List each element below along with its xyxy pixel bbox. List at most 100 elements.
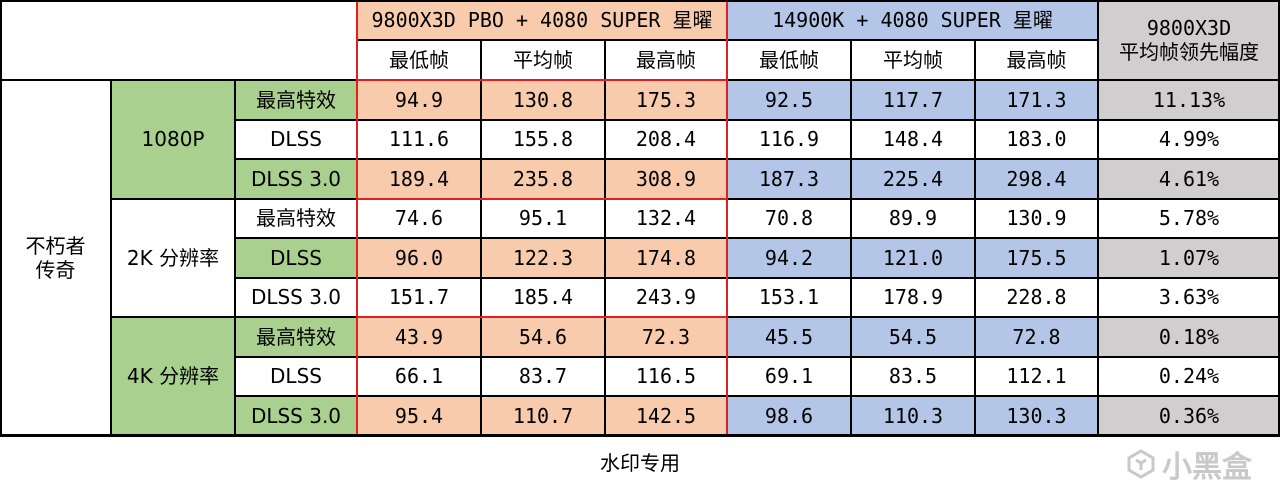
value-2-1-4: 70.8: [727, 198, 851, 238]
lead-header-text: 9800X3D 平均帧领先幅度: [1119, 16, 1259, 64]
value-3-1-2: 54.6: [481, 317, 605, 357]
value-2-3-3-text: 243.9: [635, 285, 697, 310]
value-1-3-4-text: 187.3: [758, 166, 820, 191]
lead-1-3: 4.61%: [1098, 159, 1280, 199]
value-2-1-3-text: 132.4: [635, 206, 697, 231]
value-3-2-1-text: 66.1: [394, 364, 444, 389]
value-3-1-4-text: 45.5: [764, 324, 814, 349]
value-1-3-3: 308.9: [605, 159, 727, 199]
value-3-3-4-text: 98.6: [764, 403, 814, 428]
value-2-1-5-text: 89.9: [888, 206, 938, 231]
value-2-3-4-text: 153.1: [758, 285, 820, 310]
lead-header: 9800X3D 平均帧领先幅度: [1098, 0, 1280, 80]
value-1-3-5: 225.4: [851, 159, 975, 199]
value-1-3-6: 298.4: [975, 159, 1098, 199]
resolution-label-1: 1080P: [111, 80, 235, 199]
value-3-2-5: 83.5: [851, 356, 975, 396]
lead-3-2-text: 0.24%: [1158, 364, 1220, 389]
lead-1-1: 11.13%: [1098, 80, 1280, 120]
value-2-1-6-text: 130.9: [1006, 206, 1067, 231]
value-1-2-6-text: 183.0: [1006, 127, 1067, 152]
value-1-1-4-text: 92.5: [764, 87, 814, 112]
value-1-3-3-text: 308.9: [635, 166, 697, 191]
value-1-1-4: 92.5: [727, 80, 851, 120]
group-header-2-text: 14900K + 4080 SUPER 星曜: [772, 8, 1053, 32]
value-3-2-2-text: 83.7: [518, 364, 568, 389]
setting-1-2: DLSS: [235, 119, 357, 159]
value-2-2-3-text: 174.8: [635, 245, 697, 270]
lead-2-2-text: 1.07%: [1158, 245, 1220, 270]
value-3-3-3-text: 142.5: [635, 403, 697, 428]
setting-3-3-text: DLSS 3.0: [250, 403, 342, 428]
footer-text: 水印专用: [600, 450, 680, 475]
value-3-2-2: 83.7: [481, 356, 605, 396]
value-3-3-2-text: 110.7: [512, 403, 574, 428]
metric-header-2-3: 最高帧: [975, 40, 1098, 80]
value-1-2-1: 111.6: [357, 119, 481, 159]
value-3-2-1: 66.1: [357, 356, 481, 396]
setting-1-1: 最高特效: [235, 80, 357, 120]
metric-header-1-1: 最低帧: [357, 40, 481, 80]
lead-3-1-text: 0.18%: [1158, 324, 1220, 349]
value-1-1-6-text: 171.3: [1006, 87, 1067, 112]
value-2-2-4: 94.2: [727, 238, 851, 278]
setting-1-1-text: 最高特效: [256, 87, 336, 112]
value-3-1-2-text: 54.6: [518, 324, 568, 349]
value-2-1-6: 130.9: [975, 198, 1098, 238]
value-2-3-1: 151.7: [357, 277, 481, 317]
value-1-1-1-text: 94.9: [394, 87, 444, 112]
setting-2-2: DLSS: [235, 238, 357, 278]
value-3-1-1: 43.9: [357, 317, 481, 357]
metric-header-1-1-text: 最低帧: [389, 48, 449, 72]
resolution-label-3: 4K 分辨率: [111, 317, 235, 436]
value-3-3-5: 110.3: [851, 396, 975, 436]
metric-header-1-3: 最高帧: [605, 40, 727, 80]
value-1-2-2-text: 155.8: [512, 127, 574, 152]
metric-header-1-2: 平均帧: [481, 40, 605, 80]
lead-3-3-text: 0.36%: [1158, 403, 1220, 428]
value-2-2-6: 175.5: [975, 238, 1098, 278]
game-label: 不朽者 传奇: [0, 80, 111, 436]
value-1-2-5: 148.4: [851, 119, 975, 159]
watermark-text: 小黑盒: [1162, 450, 1252, 485]
value-3-3-6-text: 130.3: [1006, 403, 1067, 428]
lead-2-3: 3.63%: [1098, 277, 1280, 317]
value-2-3-5-text: 178.9: [882, 285, 944, 310]
setting-3-1-text: 最高特效: [256, 324, 336, 349]
setting-3-2: DLSS: [235, 356, 357, 396]
lead-2-1-text: 5.78%: [1158, 206, 1220, 231]
value-3-3-4: 98.6: [727, 396, 851, 436]
value-3-3-1-text: 95.4: [394, 403, 444, 428]
setting-2-1: 最高特效: [235, 198, 357, 238]
resolution-label-2: 2K 分辨率: [111, 198, 235, 317]
value-1-3-1-text: 189.4: [388, 166, 450, 191]
value-2-2-4-text: 94.2: [764, 245, 814, 270]
value-2-3-2: 185.4: [481, 277, 605, 317]
lead-2-2: 1.07%: [1098, 238, 1280, 278]
value-2-1-1-text: 74.6: [394, 206, 444, 231]
value-3-2-6: 112.1: [975, 356, 1098, 396]
setting-1-2-text: DLSS: [270, 127, 322, 152]
value-3-1-3: 72.3: [605, 317, 727, 357]
value-3-2-3-text: 116.5: [635, 364, 697, 389]
watermark: 小黑盒: [1126, 442, 1252, 486]
value-1-3-2-text: 235.8: [512, 166, 574, 191]
value-2-1-3: 132.4: [605, 198, 727, 238]
header-corner: [0, 0, 357, 80]
value-3-3-5-text: 110.3: [882, 403, 944, 428]
lead-1-2: 4.99%: [1098, 119, 1280, 159]
value-3-2-4-text: 69.1: [764, 364, 814, 389]
value-2-2-6-text: 175.5: [1006, 245, 1067, 270]
value-3-2-5-text: 83.5: [888, 364, 938, 389]
value-3-3-1: 95.4: [357, 396, 481, 436]
value-1-1-2: 130.8: [481, 80, 605, 120]
setting-2-1-text: 最高特效: [256, 206, 336, 231]
footer-note: 水印专用: [0, 435, 1280, 485]
value-1-3-5-text: 225.4: [882, 166, 944, 191]
metric-header-2-1: 最低帧: [727, 40, 851, 80]
value-2-2-1: 96.0: [357, 238, 481, 278]
value-1-2-2: 155.8: [481, 119, 605, 159]
value-3-1-5: 54.5: [851, 317, 975, 357]
value-1-2-5-text: 148.4: [882, 127, 944, 152]
setting-3-3: DLSS 3.0: [235, 396, 357, 436]
